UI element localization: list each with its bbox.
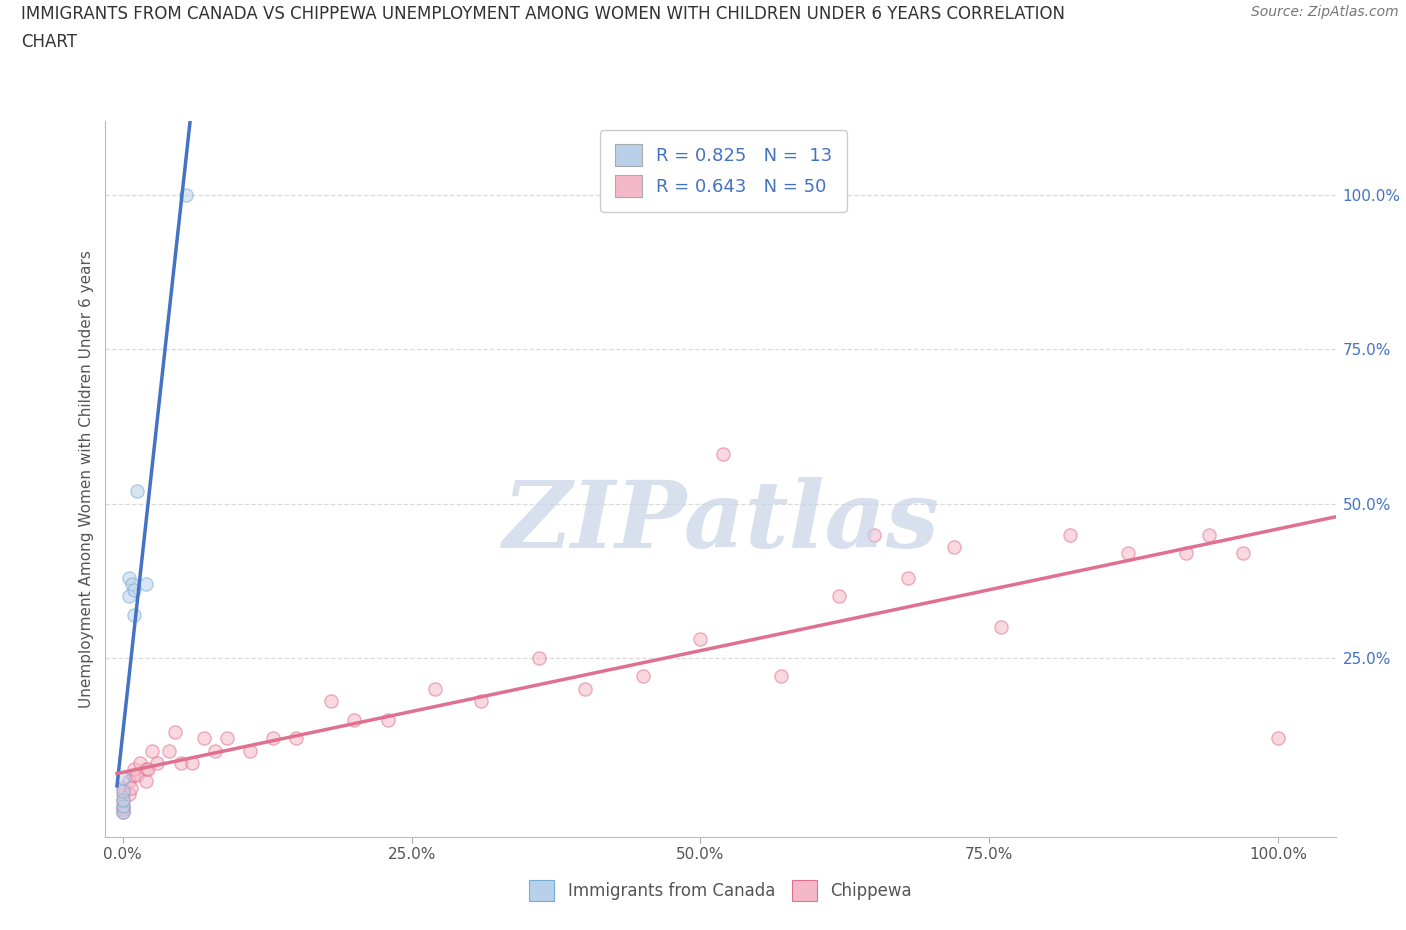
- Point: [1059, 527, 1081, 542]
- Point: [1116, 546, 1139, 561]
- Point: [181, 755, 204, 770]
- Point: [897, 570, 920, 585]
- Point: [689, 632, 711, 647]
- Point: [713, 446, 735, 461]
- Point: [285, 731, 308, 746]
- Point: [1232, 546, 1254, 561]
- Text: IMMIGRANTS FROM CANADA VS CHIPPEWA UNEMPLOYMENT AMONG WOMEN WITH CHILDREN UNDER : IMMIGRANTS FROM CANADA VS CHIPPEWA UNEMP…: [21, 5, 1066, 22]
- Text: CHART: CHART: [21, 33, 77, 50]
- Point: [111, 804, 134, 819]
- Point: [111, 799, 134, 814]
- Point: [125, 768, 148, 783]
- Point: [319, 694, 342, 709]
- Point: [631, 669, 654, 684]
- Point: [129, 755, 152, 770]
- Point: [124, 607, 146, 622]
- Point: [111, 783, 134, 798]
- Legend: Immigrants from Canada, Chippewa: Immigrants from Canada, Chippewa: [523, 874, 918, 908]
- Point: [111, 792, 134, 807]
- Point: [117, 774, 139, 789]
- Point: [135, 762, 157, 777]
- Point: [122, 768, 145, 783]
- Point: [111, 771, 134, 786]
- Point: [146, 755, 169, 770]
- Point: [574, 682, 596, 697]
- Point: [215, 731, 238, 746]
- Point: [111, 792, 134, 807]
- Point: [111, 802, 134, 817]
- Point: [111, 787, 134, 802]
- Point: [136, 762, 159, 777]
- Point: [377, 712, 399, 727]
- Point: [117, 570, 139, 585]
- Point: [527, 651, 550, 666]
- Point: [141, 743, 163, 758]
- Point: [120, 780, 142, 795]
- Point: [193, 731, 215, 746]
- Point: [1198, 527, 1220, 542]
- Point: [262, 731, 284, 746]
- Point: [117, 787, 139, 802]
- Point: [121, 577, 143, 591]
- Point: [163, 724, 186, 739]
- Point: [125, 484, 148, 498]
- Point: [990, 619, 1012, 634]
- Point: [111, 799, 134, 814]
- Point: [135, 577, 157, 591]
- Point: [124, 582, 146, 597]
- Point: [470, 694, 492, 709]
- Point: [862, 527, 884, 542]
- Text: ZIPatlas: ZIPatlas: [502, 477, 939, 567]
- Point: [943, 539, 966, 554]
- Point: [239, 743, 262, 758]
- Point: [117, 589, 139, 604]
- Point: [111, 780, 134, 795]
- Y-axis label: Unemployment Among Women with Children Under 6 years: Unemployment Among Women with Children U…: [79, 250, 94, 708]
- Point: [176, 188, 198, 203]
- Text: Source: ZipAtlas.com: Source: ZipAtlas.com: [1251, 5, 1399, 19]
- Point: [343, 712, 366, 727]
- Point: [204, 743, 226, 758]
- Point: [828, 589, 851, 604]
- Point: [770, 669, 793, 684]
- Point: [1174, 546, 1197, 561]
- Point: [135, 774, 157, 789]
- Point: [1267, 731, 1289, 746]
- Point: [157, 743, 180, 758]
- Point: [124, 762, 146, 777]
- Point: [111, 804, 134, 819]
- Point: [423, 682, 446, 697]
- Point: [169, 755, 191, 770]
